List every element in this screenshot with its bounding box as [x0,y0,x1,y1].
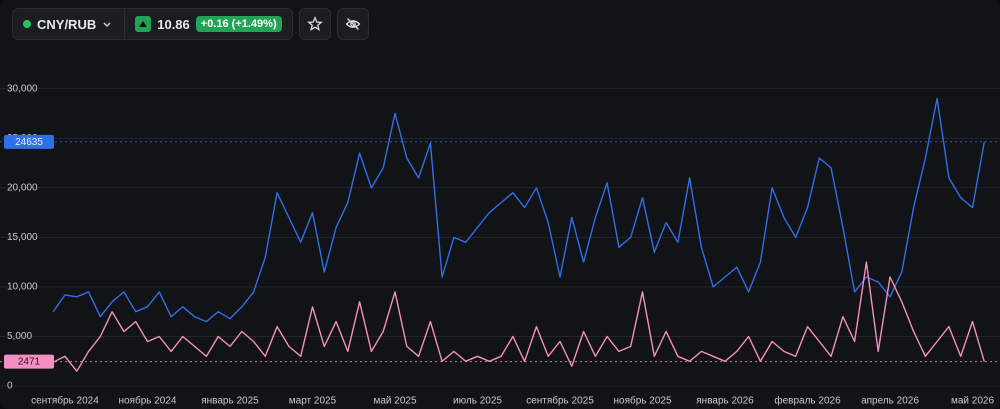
toolbar: CNY/RUB 10.86 +0.16 (+1.49%) [12,8,369,40]
x-tick-label: март 2025 [289,396,337,407]
x-tick-label: июль 2025 [453,396,502,407]
eye-off-icon [345,18,361,30]
y-tick-label: 10,000 [7,282,38,293]
x-tick-label: ноябрь 2025 [613,395,671,407]
y-tick-label: 20,000 [7,182,38,193]
last-price-box [4,134,54,149]
x-tick-label: сентябрь 2024 [31,395,99,407]
change: +0.16 (+1.49%) [195,16,282,32]
star-icon [306,16,323,31]
x-tick-label: апрель 2026 [861,396,919,407]
status-dot [23,20,31,28]
last-price-label: 24635 [15,137,43,148]
symbol-quote[interactable]: CNY/RUB 10.86 +0.16 (+1.49%) [12,8,293,40]
quote: 10.86 +0.16 (+1.49%) [125,16,291,32]
y-tick-label: 15,000 [7,232,38,243]
x-tick-label: май 2026 [951,396,994,407]
series-line [52,97,985,323]
hide-button[interactable] [336,8,369,40]
symbol-selector[interactable]: CNY/RUB [13,17,124,32]
x-tick-label: сентябрь 2025 [526,395,594,407]
last-price-box [4,354,54,369]
x-tick-label: май 2025 [373,396,416,407]
x-tick-label: январь 2026 [696,396,754,407]
up-icon [135,16,152,32]
chevron [103,22,111,28]
favorite-button[interactable] [298,8,331,40]
y-tick-label: 5,000 [7,331,32,342]
x-tick-label: февраль 2026 [774,395,841,407]
price: 10.86 [157,16,190,32]
series-line [52,261,985,372]
y-tick-label: 30,000 [7,83,38,94]
x-tick-label: ноябрь 2024 [118,395,176,407]
y-tick-label: 0 [7,381,13,392]
last-price-label: 2471 [18,357,41,368]
symbol: CNY/RUB [37,16,97,32]
x-tick-label: январь 2025 [201,396,259,407]
